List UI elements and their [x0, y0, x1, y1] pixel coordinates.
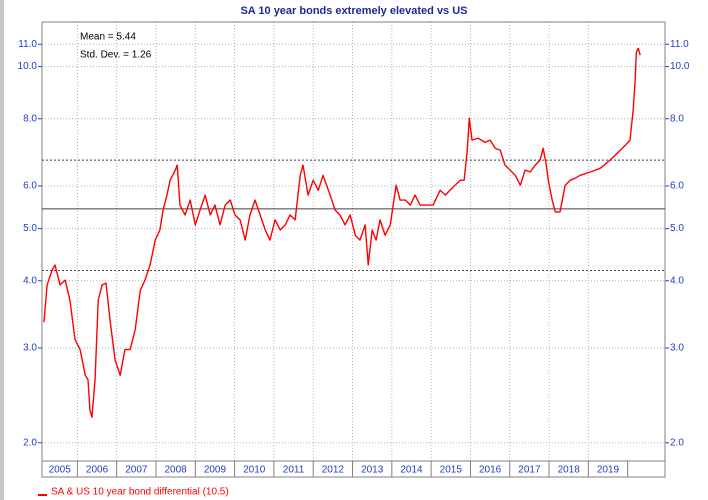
y-tick-label: 11.0: [670, 39, 689, 50]
y-tick-label: 11.0: [18, 39, 37, 50]
y-tick-label: 6.0: [670, 181, 684, 192]
x-tick-label: 2012: [322, 465, 345, 476]
y-tick-label: 6.0: [23, 181, 37, 192]
legend-label: SA & US 10 year bond differential (10.5): [51, 487, 229, 498]
x-tick-label: 2008: [165, 465, 188, 476]
y-tick-label: 2.0: [670, 437, 684, 448]
x-tick-label: 2009: [204, 465, 227, 476]
chart-title: SA 10 year bonds extremely elevated vs U…: [240, 5, 467, 17]
y-tick-label: 3.0: [23, 343, 37, 354]
x-tick-label: 2019: [597, 465, 620, 476]
y-tick-label: 10.0: [670, 61, 690, 72]
x-tick-label: 2018: [558, 465, 581, 476]
x-tick-label: 2011: [283, 465, 305, 476]
window-edge: [0, 0, 4, 500]
y-tick-label: 10.0: [18, 61, 38, 72]
y-tick-label: 4.0: [670, 275, 684, 286]
x-tick-label: 2010: [243, 465, 266, 476]
x-tick-label: 2014: [400, 465, 423, 476]
y-tick-label: 2.0: [23, 437, 37, 448]
y-tick-label: 8.0: [670, 113, 684, 124]
annotation: Std. Dev. = 1.26: [80, 50, 152, 61]
y-tick-label: 8.0: [23, 113, 37, 124]
x-tick-label: 2007: [125, 465, 148, 476]
x-tick-label: 2013: [361, 465, 384, 476]
data-line: [43, 47, 641, 419]
y-tick-label: 5.0: [670, 223, 684, 234]
annotation: Mean = 5.44: [80, 32, 136, 43]
y-tick-label: 3.0: [670, 343, 684, 354]
plot-frame: [41, 21, 666, 462]
y-tick-label: 4.0: [23, 275, 37, 286]
x-tick-label: 2016: [479, 465, 502, 476]
x-tick-label: 2017: [518, 465, 541, 476]
x-tick-label: 2005: [49, 465, 72, 476]
x-tick-label: 2006: [86, 465, 109, 476]
x-tick-label: 2015: [440, 465, 463, 476]
y-tick-label: 5.0: [23, 223, 37, 234]
